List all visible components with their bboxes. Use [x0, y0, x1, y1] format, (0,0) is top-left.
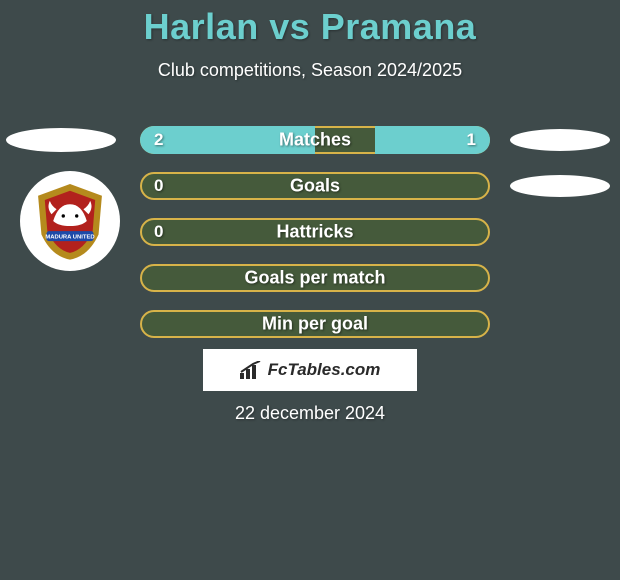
club-badge-left: MADURA UNITED: [20, 171, 120, 271]
date-line: 22 december 2024: [0, 403, 620, 424]
bar-value-left: 0: [154, 222, 163, 242]
bar-label: Min per goal: [262, 314, 368, 335]
player-ellipse-right-2: [510, 175, 610, 197]
bar-chart-icon: [240, 361, 262, 379]
bar-value-left: 2: [154, 130, 163, 150]
bar-label: Goals: [290, 176, 340, 197]
bar-label: Hattricks: [276, 222, 353, 243]
bar-row: Goals 0: [140, 172, 490, 200]
brand-box: FcTables.com: [203, 349, 417, 391]
club-badge-icon: MADURA UNITED: [28, 179, 112, 263]
brand-text: FcTables.com: [240, 360, 381, 380]
svg-text:MADURA UNITED: MADURA UNITED: [45, 235, 94, 241]
subtitle: Club competitions, Season 2024/2025: [0, 60, 620, 81]
bar-value-left: 0: [154, 176, 163, 196]
page-title: Harlan vs Pramana: [0, 6, 620, 48]
bar-label: Matches: [279, 130, 351, 151]
bar-value-right: 1: [467, 130, 476, 150]
player-ellipse-left: [6, 128, 116, 152]
bar-row: Hattricks 0: [140, 218, 490, 246]
bar-row: Goals per match: [140, 264, 490, 292]
bar-label: Goals per match: [244, 268, 385, 289]
player-ellipse-right: [510, 129, 610, 151]
bar-row: Matches 2 1: [140, 126, 490, 154]
brand-label: FcTables.com: [268, 360, 381, 380]
bar-row: Min per goal: [140, 310, 490, 338]
